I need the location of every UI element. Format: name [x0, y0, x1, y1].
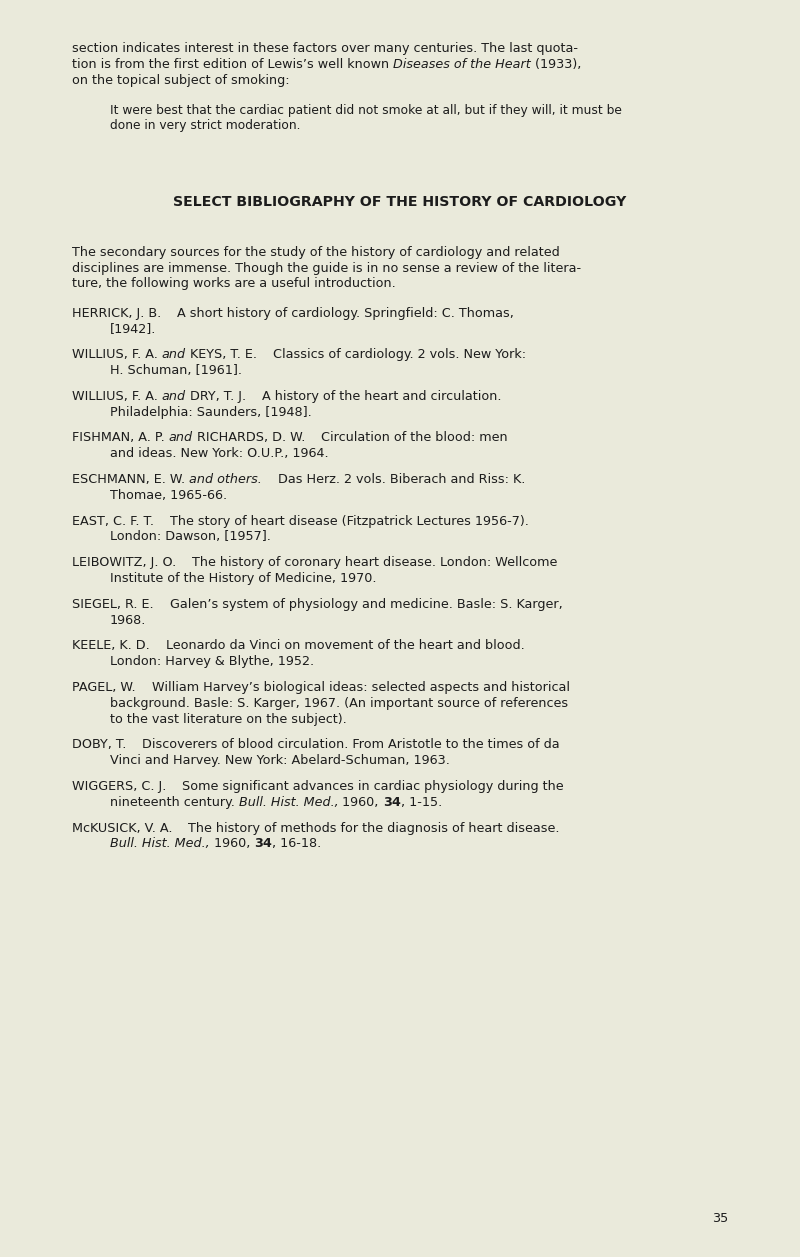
Text: on the topical subject of smoking:: on the topical subject of smoking: — [72, 74, 290, 87]
Text: The history of coronary heart disease. London: Wellcome: The history of coronary heart disease. L… — [176, 557, 558, 569]
Text: ture, the following works are a useful introduction.: ture, the following works are a useful i… — [72, 278, 396, 290]
Text: background. Basle: S. Karger, 1967. (An important source of references: background. Basle: S. Karger, 1967. (An … — [110, 696, 568, 710]
Text: Classics of cardiology. 2 vols. New York:: Classics of cardiology. 2 vols. New York… — [257, 348, 526, 361]
Text: London: Harvey & Blythe, 1952.: London: Harvey & Blythe, 1952. — [110, 655, 314, 669]
Text: WILLIUS, F. A.: WILLIUS, F. A. — [72, 390, 162, 402]
Text: Das Herz. 2 vols. Biberach and Riss: K.: Das Herz. 2 vols. Biberach and Riss: K. — [262, 473, 526, 486]
Text: Thomae, 1965-66.: Thomae, 1965-66. — [110, 489, 227, 502]
Text: , 16-18.: , 16-18. — [272, 837, 321, 851]
Text: (1933),: (1933), — [531, 58, 582, 70]
Text: 34: 34 — [254, 837, 272, 851]
Text: Leonardo da Vinci on movement of the heart and blood.: Leonardo da Vinci on movement of the hea… — [150, 640, 525, 652]
Text: Discoverers of blood circulation. From Aristotle to the times of da: Discoverers of blood circulation. From A… — [126, 738, 560, 752]
Text: A history of the heart and circulation.: A history of the heart and circulation. — [246, 390, 502, 402]
Text: DRY, T. J.: DRY, T. J. — [186, 390, 246, 402]
Text: PAGEL, W.: PAGEL, W. — [72, 681, 136, 694]
Text: done in very strict moderation.: done in very strict moderation. — [110, 119, 301, 132]
Text: HERRICK, J. B.: HERRICK, J. B. — [72, 307, 162, 319]
Text: and: and — [162, 390, 186, 402]
Text: and: and — [162, 348, 186, 361]
Text: The secondary sources for the study of the history of cardiology and related: The secondary sources for the study of t… — [72, 246, 560, 259]
Text: EAST, C. F. T.: EAST, C. F. T. — [72, 514, 154, 528]
Text: William Harvey’s biological ideas: selected aspects and historical: William Harvey’s biological ideas: selec… — [136, 681, 570, 694]
Text: tion is from the first edition of Lewis’s well known: tion is from the first edition of Lewis’… — [72, 58, 393, 70]
Text: section indicates interest in these factors over many centuries. The last quota-: section indicates interest in these fact… — [72, 41, 578, 55]
Text: The history of methods for the diagnosis of heart disease.: The history of methods for the diagnosis… — [173, 822, 560, 835]
Text: and: and — [169, 431, 193, 445]
Text: WIGGERS, C. J.: WIGGERS, C. J. — [72, 781, 166, 793]
Text: Philadelphia: Saunders, [1948].: Philadelphia: Saunders, [1948]. — [110, 406, 312, 419]
Text: RICHARDS, D. W.: RICHARDS, D. W. — [193, 431, 306, 445]
Text: , 1-15.: , 1-15. — [401, 796, 442, 808]
Text: ESCHMANN, E. W.: ESCHMANN, E. W. — [72, 473, 189, 486]
Text: 1960,: 1960, — [338, 796, 383, 808]
Text: It were best that the cardiac patient did not smoke at all, but if they will, it: It were best that the cardiac patient di… — [110, 103, 622, 117]
Text: 35: 35 — [712, 1212, 728, 1226]
Text: SIEGEL, R. E.: SIEGEL, R. E. — [72, 598, 154, 611]
Text: nineteenth century.: nineteenth century. — [110, 796, 239, 808]
Text: Some significant advances in cardiac physiology during the: Some significant advances in cardiac phy… — [166, 781, 564, 793]
Text: Circulation of the blood: men: Circulation of the blood: men — [306, 431, 508, 445]
Text: LEIBOWITZ, J. O.: LEIBOWITZ, J. O. — [72, 557, 176, 569]
Text: KEYS, T. E.: KEYS, T. E. — [186, 348, 257, 361]
Text: 1960,: 1960, — [210, 837, 254, 851]
Text: DOBY, T.: DOBY, T. — [72, 738, 126, 752]
Text: Institute of the History of Medicine, 1970.: Institute of the History of Medicine, 19… — [110, 572, 377, 585]
Text: [1942].: [1942]. — [110, 323, 156, 336]
Text: WILLIUS, F. A.: WILLIUS, F. A. — [72, 348, 162, 361]
Text: SELECT BIBLIOGRAPHY OF THE HISTORY OF CARDIOLOGY: SELECT BIBLIOGRAPHY OF THE HISTORY OF CA… — [174, 195, 626, 209]
Text: to the vast literature on the subject).: to the vast literature on the subject). — [110, 713, 346, 725]
Text: A short history of cardiology. Springfield: C. Thomas,: A short history of cardiology. Springfie… — [162, 307, 514, 319]
Text: FISHMAN, A. P.: FISHMAN, A. P. — [72, 431, 169, 445]
Text: McKUSICK, V. A.: McKUSICK, V. A. — [72, 822, 173, 835]
Text: 1968.: 1968. — [110, 613, 146, 627]
Text: Vinci and Harvey. New York: Abelard-Schuman, 1963.: Vinci and Harvey. New York: Abelard-Schu… — [110, 754, 450, 767]
Text: Galen’s system of physiology and medicine. Basle: S. Karger,: Galen’s system of physiology and medicin… — [154, 598, 562, 611]
Text: KEELE, K. D.: KEELE, K. D. — [72, 640, 150, 652]
Text: and ideas. New York: O.U.P., 1964.: and ideas. New York: O.U.P., 1964. — [110, 447, 329, 460]
Text: The story of heart disease (Fitzpatrick Lectures 1956-7).: The story of heart disease (Fitzpatrick … — [154, 514, 529, 528]
Text: Diseases of the Heart: Diseases of the Heart — [393, 58, 531, 70]
Text: and others.: and others. — [189, 473, 262, 486]
Text: H. Schuman, [1961].: H. Schuman, [1961]. — [110, 365, 242, 377]
Text: disciplines are immense. Though the guide is in no sense a review of the litera-: disciplines are immense. Though the guid… — [72, 261, 581, 274]
Text: London: Dawson, [1957].: London: Dawson, [1957]. — [110, 530, 271, 543]
Text: Bull. Hist. Med.,: Bull. Hist. Med., — [110, 837, 210, 851]
Text: 34: 34 — [383, 796, 401, 808]
Text: Bull. Hist. Med.,: Bull. Hist. Med., — [239, 796, 338, 808]
